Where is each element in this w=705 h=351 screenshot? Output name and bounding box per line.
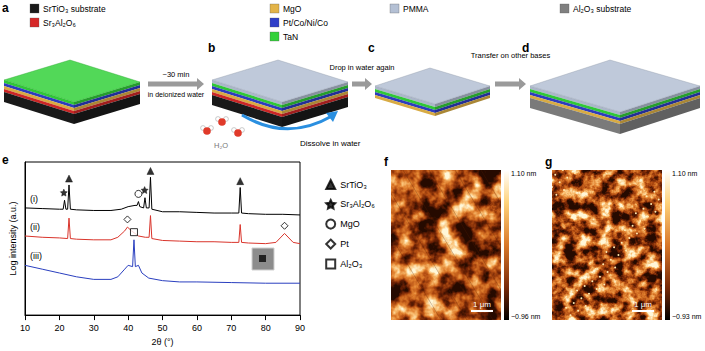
- svg-text:a: a: [2, 1, 9, 15]
- svg-text:(i): (i): [30, 194, 38, 204]
- svg-text:Dissolve in water: Dissolve in water: [300, 139, 361, 148]
- svg-text:Pt/Co/Ni/Co: Pt/Co/Ni/Co: [283, 18, 328, 28]
- svg-text:1.10 nm: 1.10 nm: [672, 170, 697, 177]
- svg-text:Pt: Pt: [340, 239, 349, 249]
- svg-text:30: 30: [89, 323, 99, 333]
- svg-text:1 μm: 1 μm: [473, 300, 491, 309]
- svg-text:MgO: MgO: [340, 219, 360, 229]
- svg-text:PMMA: PMMA: [403, 4, 429, 14]
- svg-text:Drop in water again: Drop in water again: [329, 63, 394, 72]
- svg-text:2θ (°): 2θ (°): [151, 337, 173, 347]
- svg-text:−0.93 nm: −0.93 nm: [672, 313, 702, 320]
- svg-text:80: 80: [261, 323, 271, 333]
- svg-text:g: g: [545, 155, 552, 169]
- svg-text:in deionized water: in deionized water: [148, 91, 205, 98]
- svg-text:MgO: MgO: [283, 4, 302, 14]
- svg-text:Al₂O₃: Al₂O₃: [340, 259, 362, 269]
- svg-text:(ii): (ii): [30, 222, 40, 232]
- svg-text:SrTiO₃: SrTiO₃: [340, 180, 367, 190]
- svg-text:(iii): (iii): [30, 251, 42, 261]
- svg-text:H₂O: H₂O: [214, 141, 228, 150]
- svg-text:Sr₃Al₂O₆: Sr₃Al₂O₆: [340, 199, 375, 209]
- svg-text:b: b: [208, 41, 215, 55]
- svg-text:Sr₃Al₂O₆: Sr₃Al₂O₆: [43, 18, 76, 28]
- svg-text:40: 40: [123, 323, 133, 333]
- svg-text:10: 10: [20, 323, 30, 333]
- svg-text:SrTiO₃ substrate: SrTiO₃ substrate: [43, 4, 106, 14]
- svg-text:70: 70: [226, 323, 236, 333]
- svg-text:Log intensity (a.u.): Log intensity (a.u.): [8, 202, 18, 276]
- svg-text:~30 min: ~30 min: [163, 70, 190, 79]
- svg-text:c: c: [368, 41, 375, 55]
- svg-text:TaN: TaN: [283, 32, 298, 42]
- svg-text:−0.96 nm: −0.96 nm: [511, 313, 541, 320]
- svg-text:60: 60: [192, 323, 202, 333]
- svg-text:d: d: [522, 41, 530, 55]
- svg-text:90: 90: [295, 323, 305, 333]
- svg-text:e: e: [2, 153, 9, 167]
- svg-text:1 μm: 1 μm: [634, 300, 652, 309]
- svg-text:20: 20: [54, 323, 64, 333]
- svg-text:50: 50: [157, 323, 167, 333]
- svg-text:Transfer on other bases: Transfer on other bases: [471, 51, 551, 60]
- svg-text:f: f: [384, 155, 389, 169]
- svg-text:1.10 nm: 1.10 nm: [511, 170, 536, 177]
- svg-text:Al₂O₃ substrate: Al₂O₃ substrate: [573, 4, 632, 14]
